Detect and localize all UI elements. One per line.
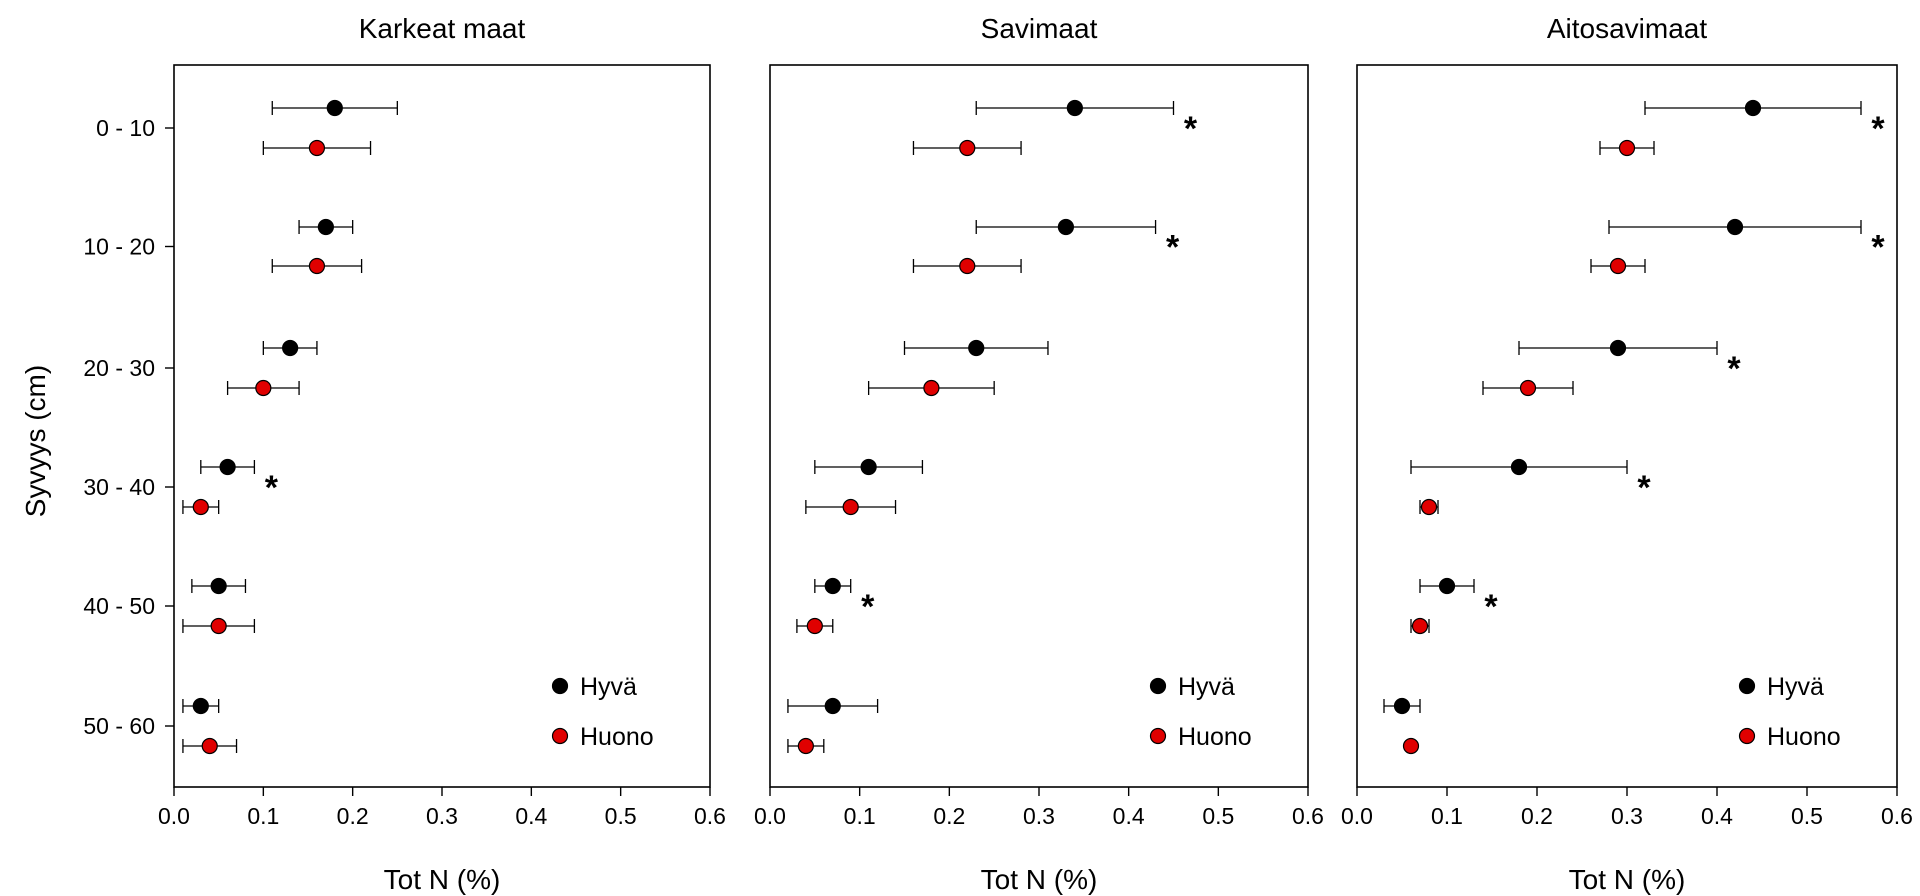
point-huono <box>806 617 823 635</box>
x-tick-label: 0.3 <box>1023 803 1055 829</box>
point-hyva <box>1057 218 1075 236</box>
x-tick-label: 0.4 <box>1113 803 1145 829</box>
legend-marker-hyva <box>1149 677 1167 695</box>
point-huono <box>1402 737 1420 755</box>
point-huono <box>1618 139 1636 157</box>
point-huono <box>192 498 209 516</box>
legend-label-hyva: Hyvä <box>580 673 637 701</box>
legend-label-huono: Huono <box>1767 723 1841 751</box>
point-hyva <box>317 218 334 236</box>
significance-star: * <box>1727 350 1741 388</box>
x-tick-label: 0.2 <box>337 803 369 829</box>
significance-star: * <box>1637 469 1651 507</box>
point-hyva <box>860 458 877 476</box>
x-tick-label: 0.3 <box>426 803 458 829</box>
point-huono <box>923 379 940 397</box>
y-tick-label: 30 - 40 <box>83 474 155 500</box>
point-hyva <box>1744 99 1762 117</box>
point-hyva <box>1393 697 1411 715</box>
x-axis-label: Tot N (%) <box>1569 864 1686 895</box>
point-huono <box>842 498 859 516</box>
x-axis-label: Tot N (%) <box>384 864 501 895</box>
legend-marker-hyva <box>551 677 569 695</box>
x-tick-label: 0.0 <box>754 803 786 829</box>
legend-label-huono: Huono <box>1178 723 1252 751</box>
legend-label-hyva: Hyvä <box>1767 673 1824 701</box>
point-hyva <box>1510 458 1528 476</box>
y-axis-label: Syvyys (cm) <box>20 365 51 517</box>
x-tick-label: 0.4 <box>515 803 547 829</box>
x-tick-label: 0.6 <box>1292 803 1324 829</box>
significance-star: * <box>861 588 875 626</box>
point-huono <box>201 737 218 755</box>
significance-star: * <box>1184 110 1198 148</box>
legend-marker-huono <box>1149 727 1167 745</box>
point-hyva <box>210 577 227 595</box>
x-axis-label: Tot N (%) <box>981 864 1098 895</box>
chart-title: Aitosavimaat <box>1547 13 1708 44</box>
y-tick-label: 10 - 20 <box>83 234 155 260</box>
point-hyva <box>1438 577 1456 595</box>
legend-label-huono: Huono <box>580 723 654 751</box>
chart-title: Savimaat <box>981 13 1098 44</box>
x-tick-label: 0.5 <box>605 803 637 829</box>
legend-marker-hyva <box>1738 677 1756 695</box>
x-tick-label: 0.0 <box>158 803 190 829</box>
point-hyva <box>192 697 209 715</box>
x-tick-label: 0.1 <box>247 803 279 829</box>
x-tick-label: 0.6 <box>1881 803 1913 829</box>
point-hyva <box>968 339 985 357</box>
y-tick-label: 50 - 60 <box>83 713 155 739</box>
legend-marker-huono <box>551 727 569 745</box>
chart-title: Karkeat maat <box>359 13 526 44</box>
significance-star: * <box>265 469 279 507</box>
significance-star: * <box>1871 110 1885 148</box>
point-huono <box>1411 617 1429 635</box>
point-hyva <box>326 99 343 117</box>
x-tick-label: 0.1 <box>1431 803 1463 829</box>
point-huono <box>959 139 976 157</box>
y-tick-label: 20 - 30 <box>83 355 155 381</box>
point-huono <box>255 379 272 397</box>
point-huono <box>308 139 326 157</box>
point-huono <box>1519 379 1537 397</box>
point-hyva <box>1609 339 1627 357</box>
point-hyva <box>282 339 299 357</box>
significance-star: * <box>1484 588 1498 626</box>
point-hyva <box>219 458 236 476</box>
significance-star: * <box>1871 229 1885 267</box>
point-hyva <box>824 577 841 595</box>
point-hyva <box>1066 99 1083 117</box>
x-tick-label: 0.2 <box>1521 803 1553 829</box>
x-tick-label: 0.6 <box>694 803 726 829</box>
x-tick-label: 0.5 <box>1791 803 1823 829</box>
point-huono <box>1420 498 1438 516</box>
x-tick-label: 0.5 <box>1202 803 1234 829</box>
point-huono <box>959 257 976 275</box>
point-huono <box>1609 257 1627 275</box>
x-tick-label: 0.4 <box>1701 803 1733 829</box>
x-tick-label: 0.2 <box>933 803 965 829</box>
y-tick-label: 40 - 50 <box>83 593 155 619</box>
x-tick-label: 0.1 <box>844 803 876 829</box>
point-hyva <box>1726 218 1744 236</box>
point-huono <box>308 257 326 275</box>
point-hyva <box>824 697 841 715</box>
legend-marker-huono <box>1738 727 1756 745</box>
legend-label-hyva: Hyvä <box>1178 673 1235 701</box>
y-tick-label: 0 - 10 <box>96 115 155 141</box>
significance-star: * <box>1166 229 1180 267</box>
x-tick-label: 0.3 <box>1611 803 1643 829</box>
point-huono <box>210 617 227 635</box>
x-tick-label: 0.0 <box>1341 803 1373 829</box>
point-huono <box>797 737 814 755</box>
